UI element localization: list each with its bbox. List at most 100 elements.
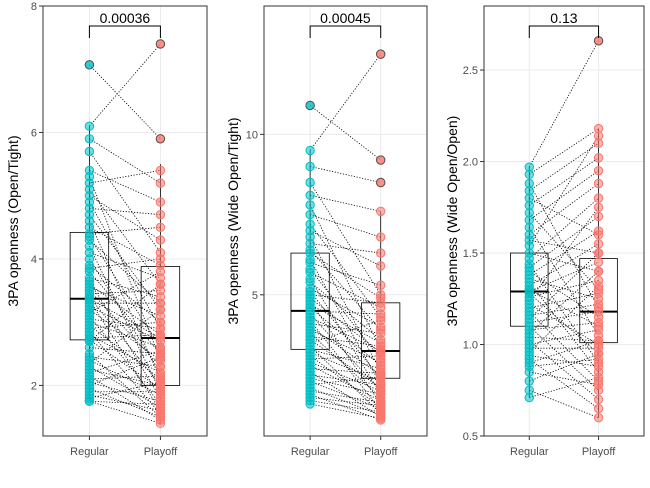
point-playoff [593,266,604,277]
pair-line [309,291,382,379]
pair-line [89,306,161,342]
pair-line [529,285,599,353]
point-playoff [155,235,166,245]
pair-line [89,353,161,418]
pair-line [528,263,599,364]
y-tick-label: 2.5 [463,65,478,77]
point-regular [305,177,315,188]
y-tick-label: 2 [31,380,37,392]
point-playoff [155,377,166,387]
pair-line [89,220,161,380]
pair-line [309,268,382,360]
pair-line [309,307,381,366]
outlier-point [376,155,386,165]
outlier-point [376,49,386,59]
pair-line [89,176,161,361]
pair-line [529,325,599,391]
pair-line [89,325,161,380]
pair-line [529,292,599,354]
y-tick-label: 4 [31,254,37,266]
pair-line [529,340,599,400]
pair-line [309,204,382,350]
pair-line [89,321,161,348]
y-axis-title: 3PA openness (Wide Open/Open) [444,116,460,327]
pair-line [528,212,599,290]
pair-line [529,303,599,316]
pair-line [310,368,381,374]
point-playoff [376,351,386,361]
pair-line [529,289,599,327]
pair-line [89,388,161,418]
pair-line [89,366,161,408]
point-playoff [593,336,604,346]
point-playoff [155,254,166,264]
pair-line [89,201,161,329]
pair-line [310,355,381,360]
pair-line [309,387,381,416]
point-playoff [593,153,604,163]
point-playoff [155,399,166,410]
panel-1: 2 4 6 8 Regular Playoff 3PA openness (Open/Tig… [5,1,208,458]
pair-line [529,280,599,298]
point-playoff [155,387,166,397]
pair-line [310,214,381,238]
pair-line [89,277,161,298]
pair-line [309,355,381,408]
point-playoff [593,226,604,236]
pair-line [310,294,381,304]
pair-line [89,350,161,374]
pair-line [89,369,161,386]
point-playoff [155,330,166,340]
significance-bracket [88,25,161,38]
pair-line [310,400,381,413]
point-playoff [593,325,604,335]
pair-line [528,311,599,382]
point-playoff [593,394,604,405]
pair-line [89,246,161,392]
panel-border [42,5,208,437]
pair-line [310,323,381,334]
point-regular [524,169,534,180]
pair-line [309,393,381,421]
pair-line [529,336,599,342]
pair-line [89,283,161,342]
y-tick-label: 1.0 [463,340,478,352]
outlier-point [376,177,386,188]
y-tick-label: 0.5 [463,431,478,443]
point-regular [84,121,95,131]
point-playoff [155,304,166,315]
pair-line [89,239,161,304]
pair-line [309,53,382,151]
y-tick-label: 6 [31,127,37,139]
point-playoff [155,361,166,372]
pair-line [529,340,599,364]
panel-border [263,5,428,437]
pair-line [528,183,599,309]
pair-line [309,230,381,267]
pair-line [529,292,599,309]
pair-line [529,183,599,236]
y-axis-title: 3PA openness (Wide Open/Tight) [225,118,241,325]
point-regular [524,376,534,386]
pair-line [89,226,161,266]
pair-line [309,329,381,363]
pair-line [89,339,161,389]
point-playoff [155,266,166,277]
point-regular [305,209,315,220]
p-value-label: 0.00036 [100,10,151,26]
pair-line [89,170,161,203]
x-tick-label-playoff: Playoff [144,446,178,458]
pair-line [89,207,161,216]
pair-line [309,288,381,328]
pair-line [309,326,381,376]
panel-2: 5 10 Regular Playoff 3PA openness (Wide Open… [225,5,428,458]
pair-line [529,170,599,221]
pair-line [528,227,599,336]
y-tick-label: 1.5 [463,248,478,260]
pair-line [309,297,381,353]
point-playoff [155,418,166,429]
pair-line [529,389,599,419]
outlier-point [84,60,95,70]
point-playoff [593,281,604,291]
